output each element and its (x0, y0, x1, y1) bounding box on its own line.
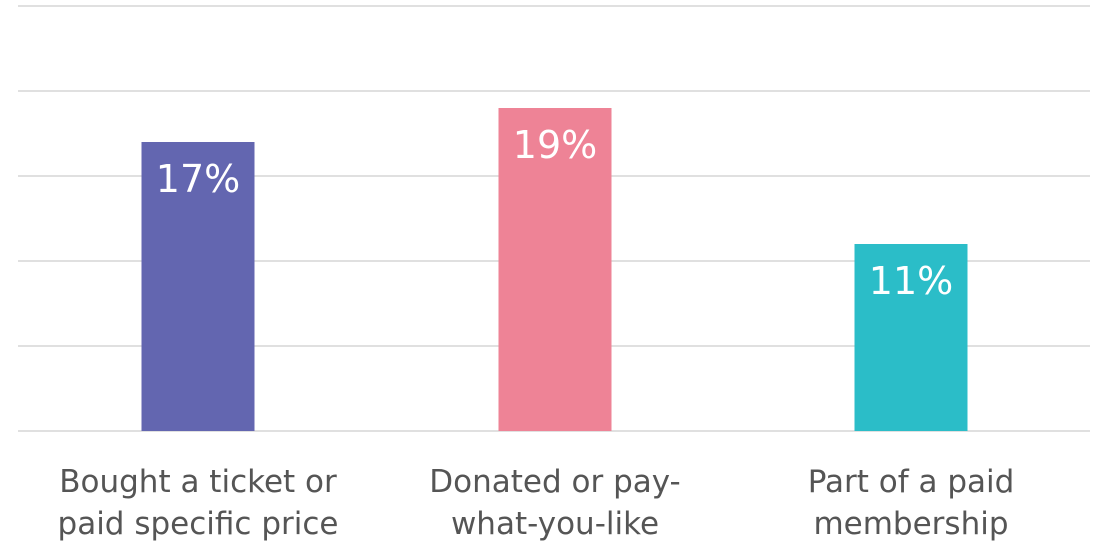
category-label: what-you-like (451, 506, 659, 542)
bar-value-labels: 17% 19% 11% (156, 123, 953, 303)
bar-value-label: 19% (513, 123, 597, 167)
category-label: Part of a paid (808, 464, 1015, 500)
bar (854, 244, 968, 431)
category-label: paid specific price (58, 506, 339, 542)
bar (498, 108, 612, 431)
category-label: membership (813, 506, 1008, 542)
bars (141, 108, 968, 431)
bar (141, 142, 255, 431)
category-label: Bought a ticket or (59, 464, 337, 500)
bar-value-label: 17% (156, 157, 240, 201)
category-label: Donated or pay- (429, 464, 680, 500)
category-labels: Bought a ticket or paid specific price Don… (58, 464, 1015, 542)
bar-value-label: 11% (869, 259, 953, 303)
